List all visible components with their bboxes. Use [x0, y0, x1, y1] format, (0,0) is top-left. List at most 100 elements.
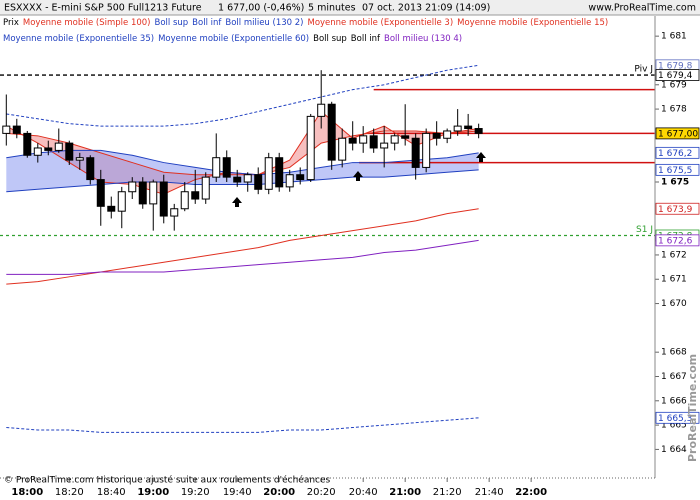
candle-body — [212, 157, 221, 178]
signal-arrow — [232, 197, 242, 207]
candle-body — [443, 130, 452, 139]
candle-body — [243, 174, 252, 183]
candle-body — [422, 132, 431, 168]
legend-entry: Moyenne mobile (Exponentielle 60) — [158, 34, 309, 44]
indicator-line — [6, 208, 479, 285]
price-box — [655, 69, 700, 81]
candle-body — [33, 147, 42, 156]
x-tick-label: 19:00 — [137, 487, 169, 498]
legend-row: Prix Moyenne mobile (Simple 100) Boll sup B… — [3, 18, 608, 28]
price-box-label: 1 665,3 — [658, 414, 692, 424]
candle-body — [327, 103, 336, 161]
candle-body — [401, 135, 410, 139]
indicator-line — [6, 239, 479, 275]
candle-body — [254, 174, 263, 190]
price-box-label: 1 673,9 — [658, 205, 693, 215]
candle-body — [380, 142, 389, 149]
legend-entry: Moyenne mobile (Simple 100) — [23, 18, 151, 28]
candle-body — [201, 176, 210, 200]
y-tick-label: 1 671 — [661, 275, 687, 285]
period: 5 minutes — [308, 3, 356, 14]
indicator-line — [6, 417, 479, 433]
candle-body — [306, 115, 315, 181]
price-box — [655, 127, 700, 140]
legend-entry: Prix — [3, 18, 19, 28]
candle-body — [180, 191, 189, 210]
candle-body — [191, 191, 200, 200]
last-price: 1 677,00 (-0,46%) — [218, 3, 304, 14]
y-tick-label: 1 672 — [661, 250, 687, 260]
price-box — [655, 234, 700, 247]
indicator-line — [6, 128, 479, 176]
x-tick-label: 19:40 — [223, 487, 252, 498]
x-tick-label: 19:20 — [181, 487, 210, 498]
y-tick-label: 1 681 — [661, 32, 687, 42]
price-box-label: 1 675,5 — [658, 166, 692, 176]
y-tick-label: 1 664 — [661, 445, 687, 455]
legend-entry: Moyenne mobile (Exponentielle 15) — [457, 18, 608, 28]
watermark: ProRealTime.com — [686, 354, 699, 462]
x-tick-label: 18:40 — [97, 487, 126, 498]
price-box — [655, 163, 700, 176]
signal-arrow — [476, 152, 486, 162]
candle-body — [75, 157, 84, 161]
signal-arrow — [353, 171, 363, 181]
candle-body — [338, 137, 347, 161]
x-tick-label: 20:20 — [307, 487, 336, 498]
price-box-label: 1 677,00 — [658, 129, 698, 139]
x-tick-label: 21:40 — [475, 487, 504, 498]
candle-body — [96, 179, 105, 207]
indicator-line — [6, 149, 479, 176]
candle-body — [54, 142, 63, 151]
candle-body — [275, 157, 284, 188]
candle-body — [86, 157, 95, 181]
candle-body — [432, 132, 441, 139]
candle-body — [474, 128, 483, 134]
candle-body — [296, 174, 305, 181]
candle-body — [264, 157, 273, 190]
legend-entry: Boll inf — [192, 18, 222, 28]
legend-entry: Boll sup — [155, 18, 189, 28]
candle-body — [138, 181, 147, 205]
level-label: S1 J — [636, 225, 653, 235]
price-box-label: 1 679,8 — [658, 61, 693, 71]
legend-entry: Boll sup — [313, 34, 347, 44]
y-tick-label: 1 668 — [661, 348, 687, 358]
candle-body — [222, 157, 231, 178]
x-tick-label: 18:20 — [55, 487, 84, 498]
candle-body — [23, 132, 32, 156]
price-box-label: 1 679,4 — [658, 71, 693, 81]
x-tick-label: 20:00 — [263, 487, 295, 498]
candle-body — [369, 135, 378, 149]
candle-body — [348, 137, 357, 144]
price-box — [655, 202, 700, 215]
candle-body — [317, 103, 326, 117]
candle-body — [453, 125, 462, 132]
price-box-label: 1 676,2 — [658, 149, 692, 159]
candle-body — [117, 191, 126, 212]
x-tick-label: 20:40 — [349, 487, 378, 498]
header-bar — [0, 0, 700, 15]
candle-body — [285, 174, 294, 188]
price-box — [655, 411, 700, 424]
x-tick-label: 22:00 — [515, 487, 547, 498]
x-tick-label: 21:00 — [389, 487, 421, 498]
legend-entry: Boll milieu (130 4) — [384, 34, 462, 44]
y-tick-label: 1 675 — [661, 178, 689, 188]
candle-body — [411, 137, 420, 168]
y-tick-label: 1 666 — [661, 396, 687, 406]
candle-body — [12, 125, 21, 134]
y-tick-label: 1 667 — [661, 372, 687, 382]
candle-body — [107, 205, 116, 212]
legend-row: Moyenne mobile (Exponentielle 35) Moyenne… — [3, 34, 462, 44]
y-tick-label: 1 678 — [661, 105, 687, 115]
candle-body — [390, 135, 399, 144]
legend-entry: Moyenne mobile (Exponentielle 3) — [307, 18, 453, 28]
legend-entry: Boll milieu (130 2) — [225, 18, 303, 28]
candle-body — [44, 147, 53, 151]
y-tick-label: 1 679 — [661, 80, 687, 90]
candle-body — [149, 181, 158, 205]
candle-body — [170, 208, 179, 217]
x-tick-label: 18:00 — [11, 487, 43, 498]
